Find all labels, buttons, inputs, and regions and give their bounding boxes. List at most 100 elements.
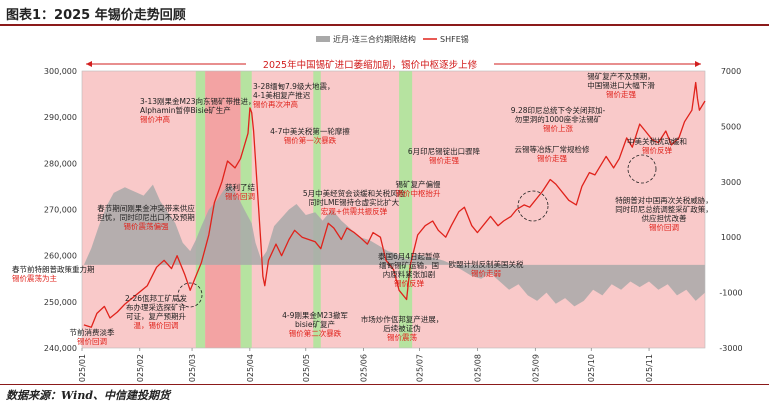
annotation-line: 勿里洞的1000座非法锡矿	[515, 114, 602, 124]
x-tick-label: 2025/04	[246, 354, 255, 382]
annotation-line: 锡价冲高	[140, 114, 170, 124]
highlight-circle	[517, 190, 549, 222]
annotation-note: 3-28缅甸7.9级大地震， 4-1美相复产推迟锡价再次冲高	[253, 81, 334, 109]
annotation-line: 中美关税扰动缓和	[627, 136, 687, 146]
annotation-line: 5月中美经贸会谈缓和关税风险	[303, 188, 406, 198]
annotation-line: 云锡等冶炼厂常规检修	[515, 144, 590, 154]
annotation-line: 锡价上涨	[543, 123, 573, 133]
annotation-note: 欧盟计划反制美国关税锡价走弱	[449, 259, 524, 278]
annotation-line: bisie矿复产	[295, 319, 335, 329]
x-tick-label: 2025/09	[531, 354, 540, 382]
annotation-line: 宏观+供需共振反弹	[321, 206, 388, 216]
legend-swatch-spread	[316, 36, 330, 42]
x-tick-label: 2025/07	[416, 354, 425, 382]
annotation-line: 锡价走强	[429, 156, 459, 165]
x-tick-label: 2025/01	[78, 354, 87, 382]
annotation-line: 锡价反弹	[642, 145, 672, 155]
annotation-line: 后续被证伪	[383, 323, 421, 333]
x-tick-label: 2025/11	[645, 354, 654, 382]
bg-band-up	[82, 71, 705, 348]
annotation-line: 3-13刚果金M23向东锡矿带推进，	[140, 96, 256, 106]
annotation-line: 担忧，同时印尼出口不及预期	[97, 212, 195, 222]
price-line	[83, 81, 706, 328]
left-tick-label: 260,000	[44, 252, 77, 261]
x-tick-label: 2025/06	[360, 354, 369, 382]
annotation-line: 可证，复产预期升	[126, 311, 186, 321]
annotation-line: 锡价震荡	[387, 332, 417, 342]
annotation-note: 锡矿复产不及预期，中国锡进口大幅下滑锡价走强	[587, 71, 655, 99]
tin-price-chart: 240,000 250,000 260,000 270,000 280,000 290,0…	[12, 34, 743, 382]
plot-frame	[81, 70, 706, 349]
annotation-note: 6月印尼锡锭出口骤降锡价走强	[408, 146, 481, 165]
legend: 近月-连三合约期限结构 SHFE锡	[316, 34, 469, 44]
spread-area	[83, 184, 705, 307]
background-bands	[82, 71, 705, 348]
annotation-line: 春节期间刚果金冲突带来供应	[97, 203, 195, 213]
annotation-line: 锡矿复产偏慢	[396, 179, 441, 189]
x-tick-label: 2025/08	[473, 354, 482, 382]
right-tick-label: -1000	[719, 289, 742, 298]
annotation-line: 锡价走强	[537, 154, 567, 163]
legend-label-spread: 近月-连三合约期限结构	[333, 34, 416, 44]
annotation-line: 温，锡价回调	[134, 321, 179, 330]
annotation-line: 锡价回调	[649, 223, 679, 232]
annotation-note: 3-13刚果金M23向东锡矿带推进， Alphamin暂停Bisie矿生产锡价冲高	[140, 96, 256, 124]
annotation-line: 春节前特朗普政策重力期	[12, 264, 95, 274]
right-tick-label: 3000	[721, 178, 741, 187]
annotation-line: 9.28印尼总统下令关闭邦加-	[511, 105, 606, 115]
annotation-line: 锡价再次冲高	[253, 99, 298, 109]
annotation-note: 2-26佤邦工矿局发布办理采选探矿许可证，复产预期升温，锡价回调	[125, 293, 188, 330]
left-tick-label: 240,000	[44, 344, 77, 353]
annotation-line: 欧盟计划反制美国关税	[449, 259, 524, 269]
annotation-note: 获利了结锡价回调	[225, 182, 255, 201]
annotation-line: 锡矿复产不及预期，	[587, 71, 655, 81]
annotation-note: 泰国6月4日起暂停缅甸锡矿运输，国内原料紧张加剧锡价反弹	[378, 251, 441, 288]
right-tick-label: -3000	[719, 344, 742, 353]
annotation-line: 3-28缅甸7.9级大地震，	[253, 81, 334, 91]
annotation-note: 4-7中美关税第一轮摩擦锡价第一次暴跌	[270, 126, 350, 145]
annotation-note: 5月中美经贸会谈缓和关税风险同时LME锡持仓虚实比扩大宏观+供需共振反弹	[303, 188, 406, 216]
annotation-line: 特朗普对中国再次关税威胁，	[615, 195, 713, 205]
annotation-note: 特朗普对中国再次关税威胁，同时印尼总统调整采矿政策，供应担忧改善锡价回调	[615, 195, 713, 232]
annotation-line: 锡价走强	[606, 90, 636, 99]
annotation-line: 6月印尼锡锭出口骤降	[408, 146, 481, 156]
annotation-line: 内原料紧张加剧	[383, 269, 436, 279]
highlight-circle	[627, 154, 657, 184]
annotation-line: 供应担忧改善	[642, 213, 687, 223]
x-tick-label: 2025/05	[302, 354, 311, 382]
left-tick-label: 300,000	[44, 67, 77, 76]
left-tick-label: 290,000	[44, 113, 77, 122]
annotation-line: 锡价反弹	[394, 278, 424, 288]
annotation-line: 锡价回调	[77, 337, 107, 346]
right-tick-label: 7000	[721, 67, 741, 76]
banner: 2025年中国锡矿进口萎缩加剧，锡价中枢逐步上修	[86, 59, 701, 71]
bg-band-green	[313, 71, 321, 348]
annotation-line: 泰国6月4日起暂停	[378, 251, 441, 261]
plot-border	[81, 70, 706, 349]
annotation-line: 同时LME锡持仓虚实比扩大	[309, 197, 400, 207]
price-line-series	[83, 81, 706, 328]
annotation-line: 获利了结	[225, 182, 255, 192]
spread-area-series	[83, 184, 705, 307]
annotation-line: 4-9刚果金M23撤军	[282, 310, 348, 320]
annotation-line: 缅甸锡矿运输，国	[379, 260, 439, 270]
banner-arrowhead-left	[86, 61, 92, 67]
annotation-note: 春节前特朗普政策重力期锡价震荡为主	[12, 264, 95, 283]
annotation-line: 4-7中美关税第一轮摩擦	[270, 126, 350, 136]
left-tick-label: 250,000	[44, 298, 77, 307]
annotation-line: 锡价中枢抬升	[396, 188, 441, 198]
annotation-line: 市场炒作佤邦复产进展，	[361, 314, 444, 324]
annotation-line: 锡价走弱	[471, 269, 501, 278]
bg-band-green	[399, 71, 413, 348]
bg-band-green	[195, 71, 206, 348]
right-tick-label: 1000	[721, 233, 741, 242]
bg-band-green	[240, 71, 252, 348]
annotation-line: 中国锡进口大幅下滑	[587, 80, 655, 90]
x-tick-label: 2025/03	[188, 354, 197, 382]
annotation-note: 市场炒作佤邦复产进展，后续被证伪锡价震荡	[361, 314, 444, 342]
annotation-note: 中美关税扰动缓和锡价反弹	[627, 136, 687, 155]
data-source: 数据来源：Wind、中信建投期货	[6, 389, 171, 402]
annotation-line: 锡价回调	[225, 192, 255, 201]
annotation-line: 锡价震荡为主	[12, 273, 57, 283]
annotation-line: 4-1美相复产推迟	[253, 90, 311, 100]
